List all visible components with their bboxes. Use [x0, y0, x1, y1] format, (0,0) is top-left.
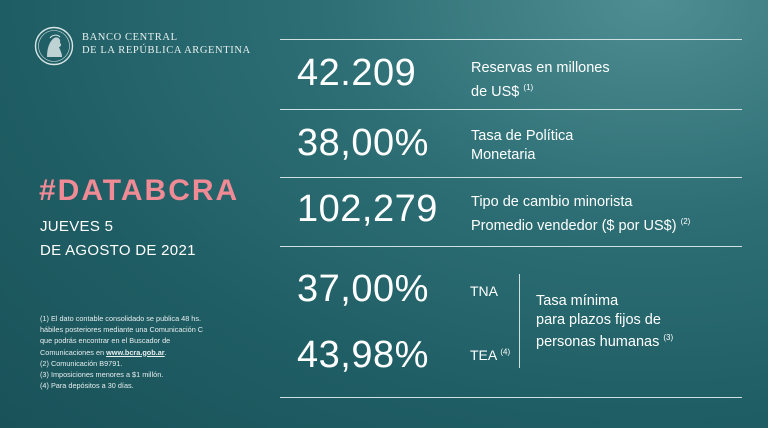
- hashtag-title: #DATABCRA: [39, 174, 240, 207]
- cambio-label-line1: Tipo de cambio minorista: [471, 194, 633, 210]
- tna-value: 37,00%: [297, 268, 429, 310]
- tea-value: 43,98%: [297, 334, 429, 376]
- divider-4: [280, 246, 742, 247]
- plazo-label-line2: para plazos fijos de: [536, 311, 661, 328]
- footnote-1d: Comunicaciones en www.bcra.gob.ar.: [40, 347, 203, 358]
- reservas-label: Reservas en millones de US$ (1): [471, 59, 610, 102]
- plazo-ref: (3): [663, 333, 674, 342]
- date-weekday: JUEVES 5: [40, 218, 114, 235]
- footnote-1b: hábiles posteriores mediante una Comunic…: [40, 325, 204, 335]
- footnote-3: (3) Imposiciones menores a $1 millón.: [40, 370, 164, 380]
- plazo-label: Tasa mínima para plazos fijos de persona…: [536, 292, 673, 351]
- footnote-4: (4) Para depósitos a 30 días.: [40, 381, 134, 391]
- tea-ref: (4): [500, 347, 511, 357]
- footnote-1d-text: Comunicaciones en: [40, 347, 105, 357]
- tasa-label: Tasa de Política Monetaria: [471, 127, 573, 165]
- footnote-1c: que podrás encontrar en el Buscador de: [40, 336, 171, 346]
- footnote-1a: (1) El dato contable consolidado se publ…: [40, 314, 202, 323]
- divider-top: [280, 39, 742, 40]
- tea-label: TEA (4): [470, 347, 510, 363]
- tna-label: TNA: [470, 283, 498, 299]
- tasa-value: 38,00%: [297, 122, 429, 164]
- footnotes: (1) El dato contable consolidado se publ…: [40, 313, 203, 391]
- divider-2: [280, 109, 742, 110]
- vertical-divider: [519, 274, 520, 368]
- divider-bottom: [280, 397, 742, 398]
- date-full: DE AGOSTO DE 2021: [40, 242, 196, 259]
- cambio-label-line2-text: Promedio vendedor ($ por US$): [471, 217, 677, 234]
- reservas-label-line2-text: de US$: [471, 83, 520, 100]
- divider-3: [280, 177, 742, 178]
- tasa-label-line1: Tasa de Política: [471, 128, 574, 144]
- tasa-label-line2: Monetaria: [471, 147, 536, 163]
- reservas-label-line1: Reservas en millones: [471, 60, 610, 76]
- plazo-label-line1: Tasa mínima: [536, 293, 619, 309]
- bcra-link[interactable]: www.bcra.gob.ar: [106, 347, 165, 357]
- bcra-logo-icon: [34, 26, 74, 66]
- bank-name-line1: BANCO CENTRAL: [82, 32, 178, 43]
- tea-label-text: TEA: [470, 347, 497, 363]
- reservas-label-line2: de US$ (1): [471, 78, 610, 102]
- footnote-1d-end: .: [164, 347, 167, 357]
- bank-name: BANCO CENTRAL DE LA REPÚBLICA ARGENTINA: [82, 31, 251, 57]
- cambio-ref: (2): [680, 217, 691, 226]
- footnote-2: (2) Comunicación B9791.: [40, 358, 123, 368]
- cambio-value: 102,279: [297, 188, 438, 230]
- cambio-label-line2: Promedio vendedor ($ por US$) (2): [471, 212, 690, 236]
- date-text: JUEVES 5 DE AGOSTO DE 2021: [40, 215, 196, 263]
- plazo-label-line3: personas humanas (3): [536, 329, 673, 351]
- reservas-value: 42.209: [297, 52, 417, 94]
- cambio-label: Tipo de cambio minorista Promedio vended…: [471, 193, 690, 236]
- reservas-ref: (1): [523, 83, 534, 92]
- bank-name-line2: DE LA REPÚBLICA ARGENTINA: [82, 45, 251, 56]
- plazo-label-line3-text: personas humanas: [536, 333, 660, 350]
